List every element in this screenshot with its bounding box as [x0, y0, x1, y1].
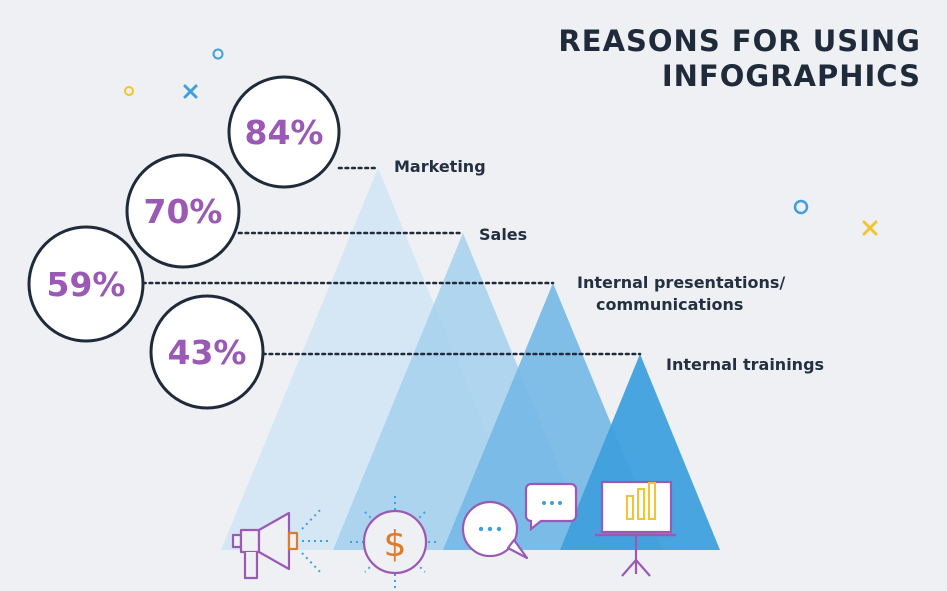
value-bubble-4 [149, 294, 265, 410]
value-bubble-1 [227, 75, 341, 189]
decor-cross-yellow-icon [862, 220, 878, 236]
title-line-1: REASONS FOR USING [558, 24, 921, 58]
category-label-line: communications [596, 295, 744, 314]
decor-circle-right-icon [793, 199, 809, 215]
decor-circle-yellow-icon [124, 86, 134, 96]
category-label-2: Sales [479, 224, 527, 246]
value-label-2: 70% [144, 192, 223, 231]
chat-bubbles-icon [461, 482, 578, 560]
svg-text:$: $ [384, 524, 407, 565]
category-label-line: Sales [479, 225, 528, 244]
category-label-1: Marketing [394, 156, 486, 178]
category-label-3: Internal presentations/communications [577, 272, 785, 316]
category-label-line: Internal presentations/ [577, 273, 786, 292]
category-label-line: Internal trainings [666, 355, 825, 374]
megaphone-icon [231, 507, 330, 580]
page-title: REASONS FOR USING INFOGRAPHICS [558, 24, 921, 94]
value-bubble-2 [125, 153, 241, 269]
presentation-board-icon [595, 480, 676, 577]
category-label-4: Internal trainings [666, 354, 824, 376]
category-label-line: Marketing [394, 157, 486, 176]
value-label-3: 59% [47, 265, 126, 304]
decorations [124, 48, 878, 236]
value-label-1: 84% [245, 113, 324, 152]
mountain-bar-4 [560, 354, 720, 550]
value-label-4: 43% [168, 333, 247, 372]
decor-circle-small-icon [212, 48, 224, 60]
title-line-2: INFOGRAPHICS [661, 59, 921, 93]
decor-cross-blue-icon [183, 84, 198, 99]
icons: $ [231, 480, 676, 588]
dollar-coin-icon: $ [350, 496, 440, 588]
value-bubble-3 [27, 225, 145, 343]
